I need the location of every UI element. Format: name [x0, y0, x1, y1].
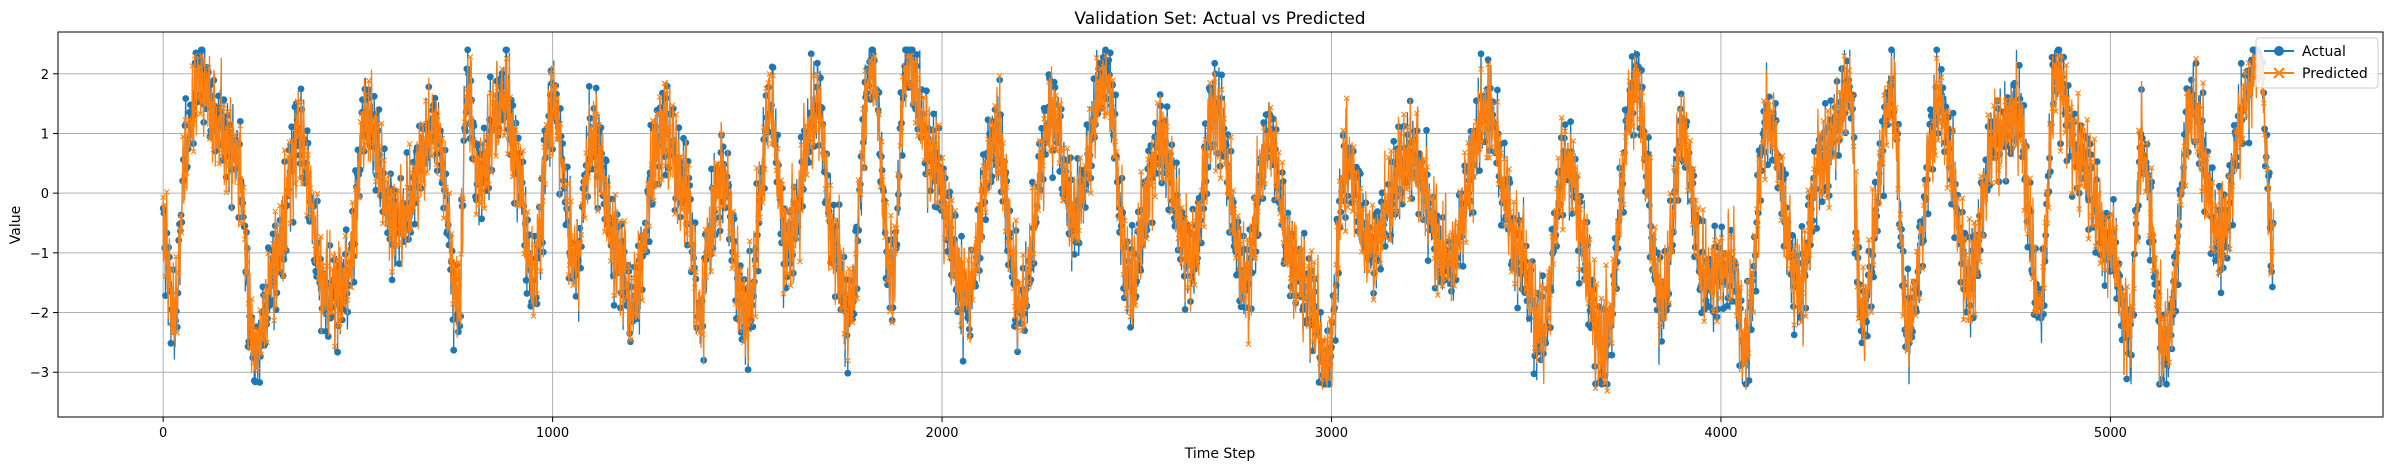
y-tick-label: 0 [41, 187, 49, 202]
actual-point [372, 186, 380, 194]
x-tick-label: 5000 [2094, 426, 2127, 441]
y-tick-label: −2 [30, 307, 49, 322]
x-tick-label: 1000 [536, 426, 569, 441]
legend-predicted-label: Predicted [2302, 66, 2368, 82]
x-tick-label: 0 [159, 426, 167, 441]
legend: Actual Predicted [2255, 37, 2379, 89]
y-tick-label: 1 [41, 127, 49, 142]
chart-title: Validation Set: Actual vs Predicted [1074, 9, 1365, 29]
series-layer [159, 46, 2277, 394]
y-tick-label: −3 [30, 366, 49, 381]
legend-actual-marker [2274, 46, 2284, 56]
y-tick-label: 2 [41, 68, 49, 83]
x-tick-label: 2000 [925, 426, 958, 441]
x-tick-label: 3000 [1315, 426, 1348, 441]
y-tick-label: −1 [30, 247, 49, 262]
legend-actual-label: Actual [2302, 44, 2346, 60]
x-axis-label: Time Step [1184, 446, 1256, 462]
y-axis-label: Value [8, 206, 24, 244]
x-tick-label: 4000 [1704, 426, 1737, 441]
